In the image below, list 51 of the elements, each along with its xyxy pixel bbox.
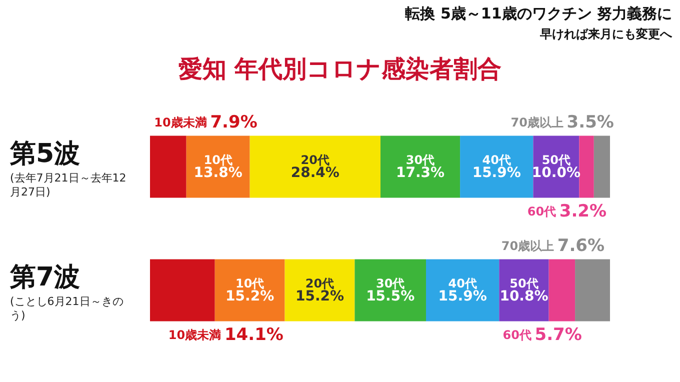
text: 50代 [510,276,538,290]
bar [250,136,380,198]
bar [575,259,610,322]
bar [380,136,460,198]
series-label: 60代 [502,328,532,342]
bar [426,259,500,322]
series-label: 50代 [542,152,571,167]
text: 早ければ来月にも変更へ [539,27,673,41]
bar [460,136,534,198]
series-label: 10歳未満 [154,115,207,130]
data-label: 3.5% [566,112,614,132]
data-label: 15.5% [366,288,415,304]
bar [594,136,610,198]
data-label: 15.9% [438,288,487,304]
text: 70歳以上 [510,115,564,130]
data-label: 17.3% [396,164,445,181]
series-label: 30代 [406,152,435,167]
data-label: 7.6% [557,236,605,256]
data-label: 15.2% [226,288,274,304]
data-label: 15.9% [472,164,521,181]
text: 10代 [235,276,264,290]
data-label: 5.7% [534,324,582,345]
text: 30代 [376,276,405,290]
text: (ことし6月21日～きのう) [10,294,124,322]
series-label: 20代 [300,152,330,167]
data-label: 10.8% [500,288,548,304]
bar [150,259,215,322]
bar [214,259,285,322]
bar [354,259,426,322]
text: 20代 [305,276,334,290]
series-label: 40代 [482,152,511,167]
series-label: 70歳以上 [501,238,554,253]
series-label: 10代 [204,152,232,167]
text: 60代 [527,204,556,218]
data-label: 14.1% [224,324,284,345]
data-label: 7.9% [210,112,258,132]
bar [579,136,594,198]
bar [150,136,186,198]
text: 40代 [448,276,477,290]
data-label: 13.8% [194,164,242,181]
y-tick-label: 第5波 [9,138,80,169]
text: (去年7月21日～去年12月27日) [10,171,126,198]
data-label: 28.4% [290,164,340,181]
text: 転換 5歳～11歳のワクチン 努力義務に [405,4,672,22]
chart-title: 愛知 年代別コロナ感染者割合 [178,55,502,83]
data-label: 15.2% [295,288,344,304]
y-tick-label: 第7波 [9,262,80,292]
bar [548,259,576,322]
text: 10歳未満 [168,328,222,342]
bar [284,259,355,322]
data-label: 3.2% [559,201,607,222]
